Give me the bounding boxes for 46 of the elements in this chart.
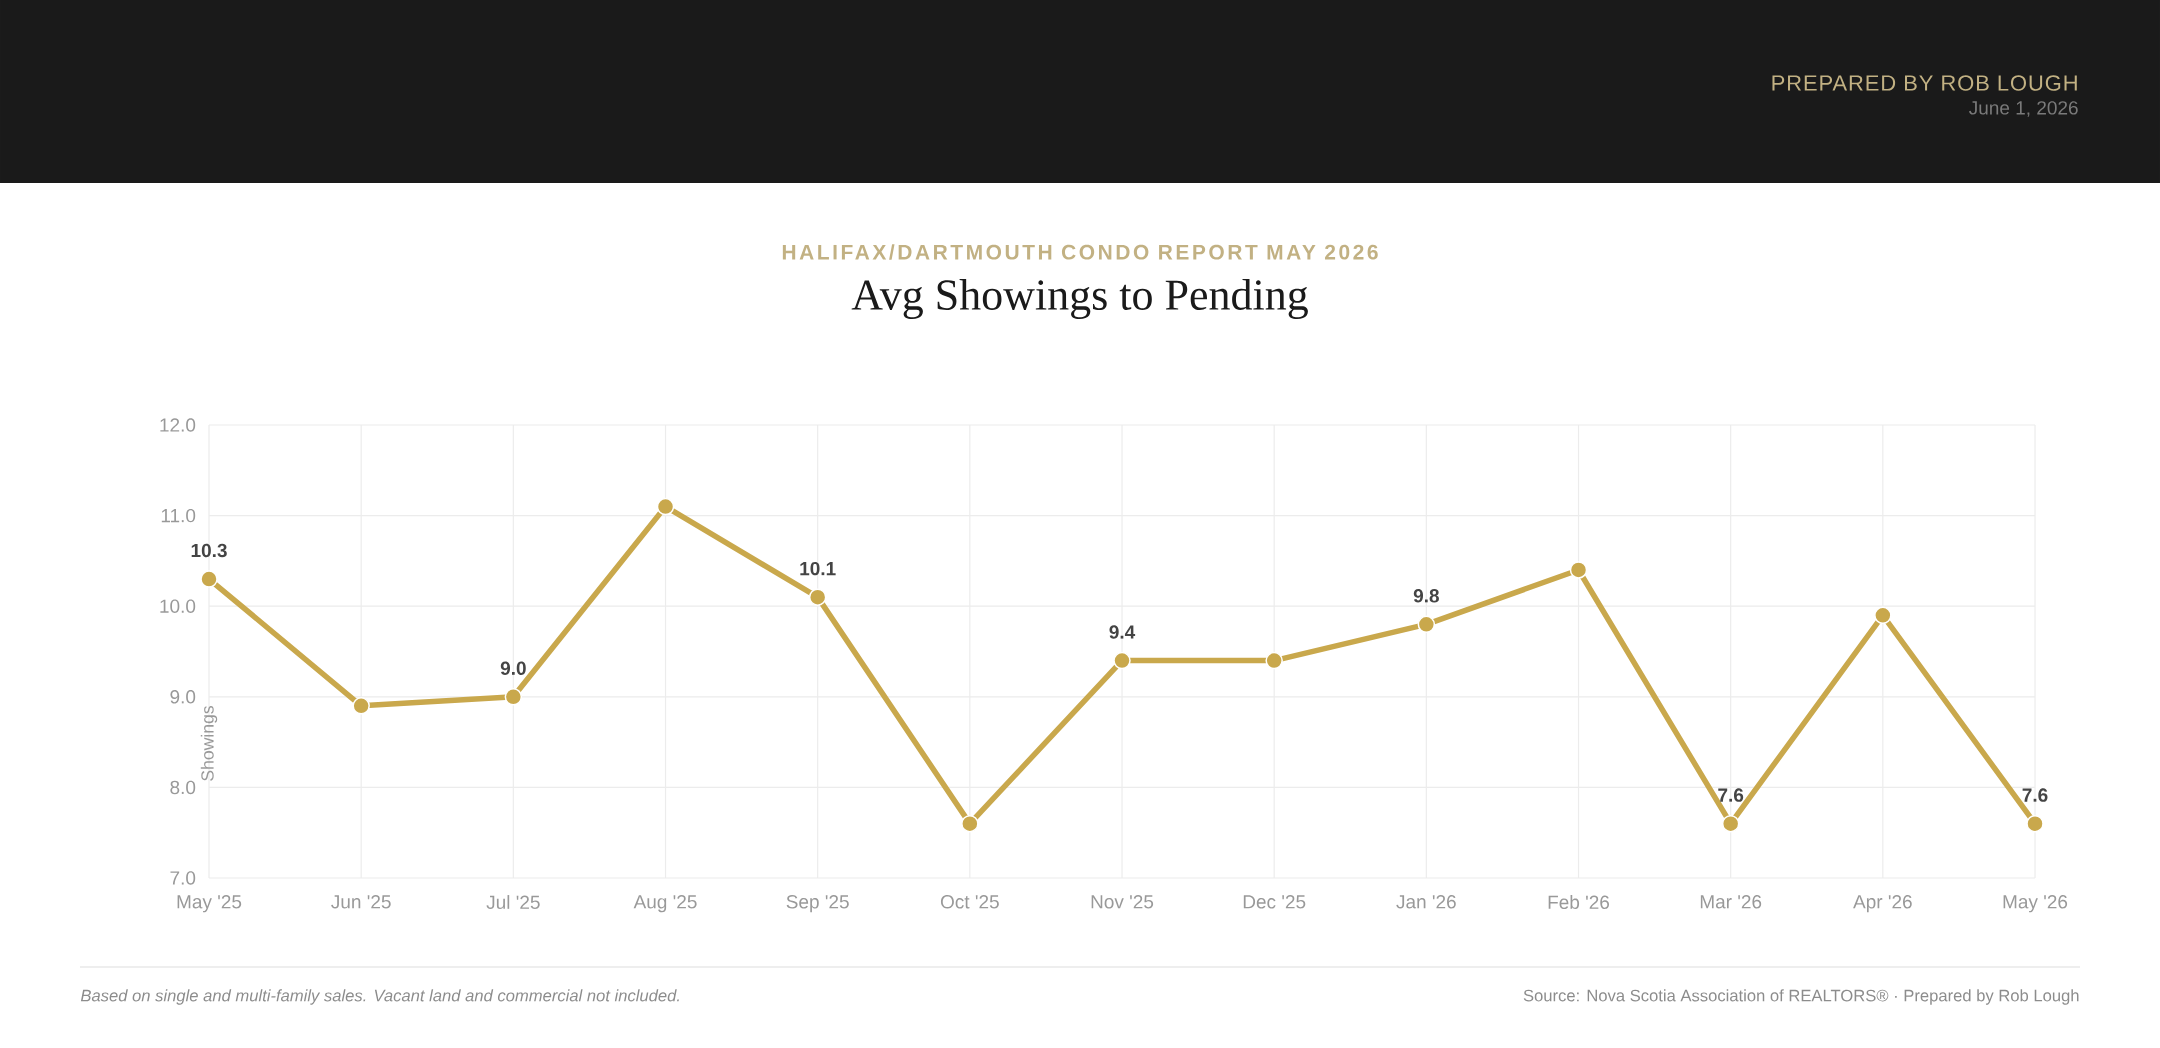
text: June 1, 2026 — [1969, 101, 2078, 117]
x-tick-label: May '26 — [2003, 895, 2068, 913]
chart-title: Avg Showings to Pending — [851, 278, 1308, 320]
point — [352, 697, 370, 715]
data-label: 9.4 — [1109, 625, 1136, 639]
point — [1569, 561, 1588, 579]
x-tick-label: Apr '26 — [1853, 895, 1912, 913]
x-tick-label: Feb '26 — [1548, 895, 1610, 910]
point — [656, 497, 675, 516]
point — [2026, 814, 2044, 833]
data-label: 9.0 — [500, 661, 526, 675]
data-label: 7.6 — [2022, 788, 2048, 802]
data-label: 10.3 — [191, 543, 227, 558]
point — [961, 814, 979, 833]
point — [1113, 651, 1131, 670]
x-tick-label: Jun '25 — [331, 895, 391, 909]
x-tick-label: Mar '26 — [1700, 895, 1762, 909]
source-note: Source: Nova Scotia Association of REALTORS® · Prepared by Rob Lough — [1523, 989, 2079, 1005]
point — [808, 588, 827, 606]
text: Based on single and multi-family sales. Vacant land and commercial not included. — [80, 989, 679, 1005]
text: PREPARED BY ROB LOUGH — [1772, 75, 2077, 91]
x-tick-label: Dec '25 — [1243, 895, 1306, 909]
y-tick-label: 7.0 — [170, 871, 196, 885]
chart-subtitle: HALIFAX/DARTMOUTH CONDO REPORT MAY 2026 — [782, 244, 1378, 260]
point — [200, 570, 218, 588]
x-tick-label: Oct '25 — [940, 895, 999, 909]
point — [1417, 615, 1436, 634]
x-tick-label: Nov '25 — [1091, 895, 1154, 909]
point — [1265, 651, 1283, 670]
data-label: 9.8 — [1413, 589, 1439, 603]
point — [504, 688, 523, 706]
x-tick-label: Jul '25 — [486, 895, 540, 910]
point — [1874, 606, 1892, 625]
y-tick-label: 10.0 — [160, 599, 196, 613]
x-tick-label: Jan '26 — [1396, 895, 1456, 909]
x-tick-label: Aug '25 — [633, 895, 697, 913]
x-tick-label: May '25 — [177, 895, 242, 913]
data-label: 7.6 — [1718, 788, 1744, 802]
data-label: 10.1 — [800, 561, 836, 576]
y-tick-label: 11.0 — [161, 508, 196, 523]
x-tick-label: Sep '25 — [786, 895, 849, 913]
y-tick-label: 9.0 — [170, 690, 196, 704]
y-tick-label: 12.0 — [160, 418, 196, 432]
y-axis-title: Showings — [200, 706, 218, 781]
y-tick-label: 8.0 — [170, 780, 196, 795]
point — [1721, 814, 1740, 833]
